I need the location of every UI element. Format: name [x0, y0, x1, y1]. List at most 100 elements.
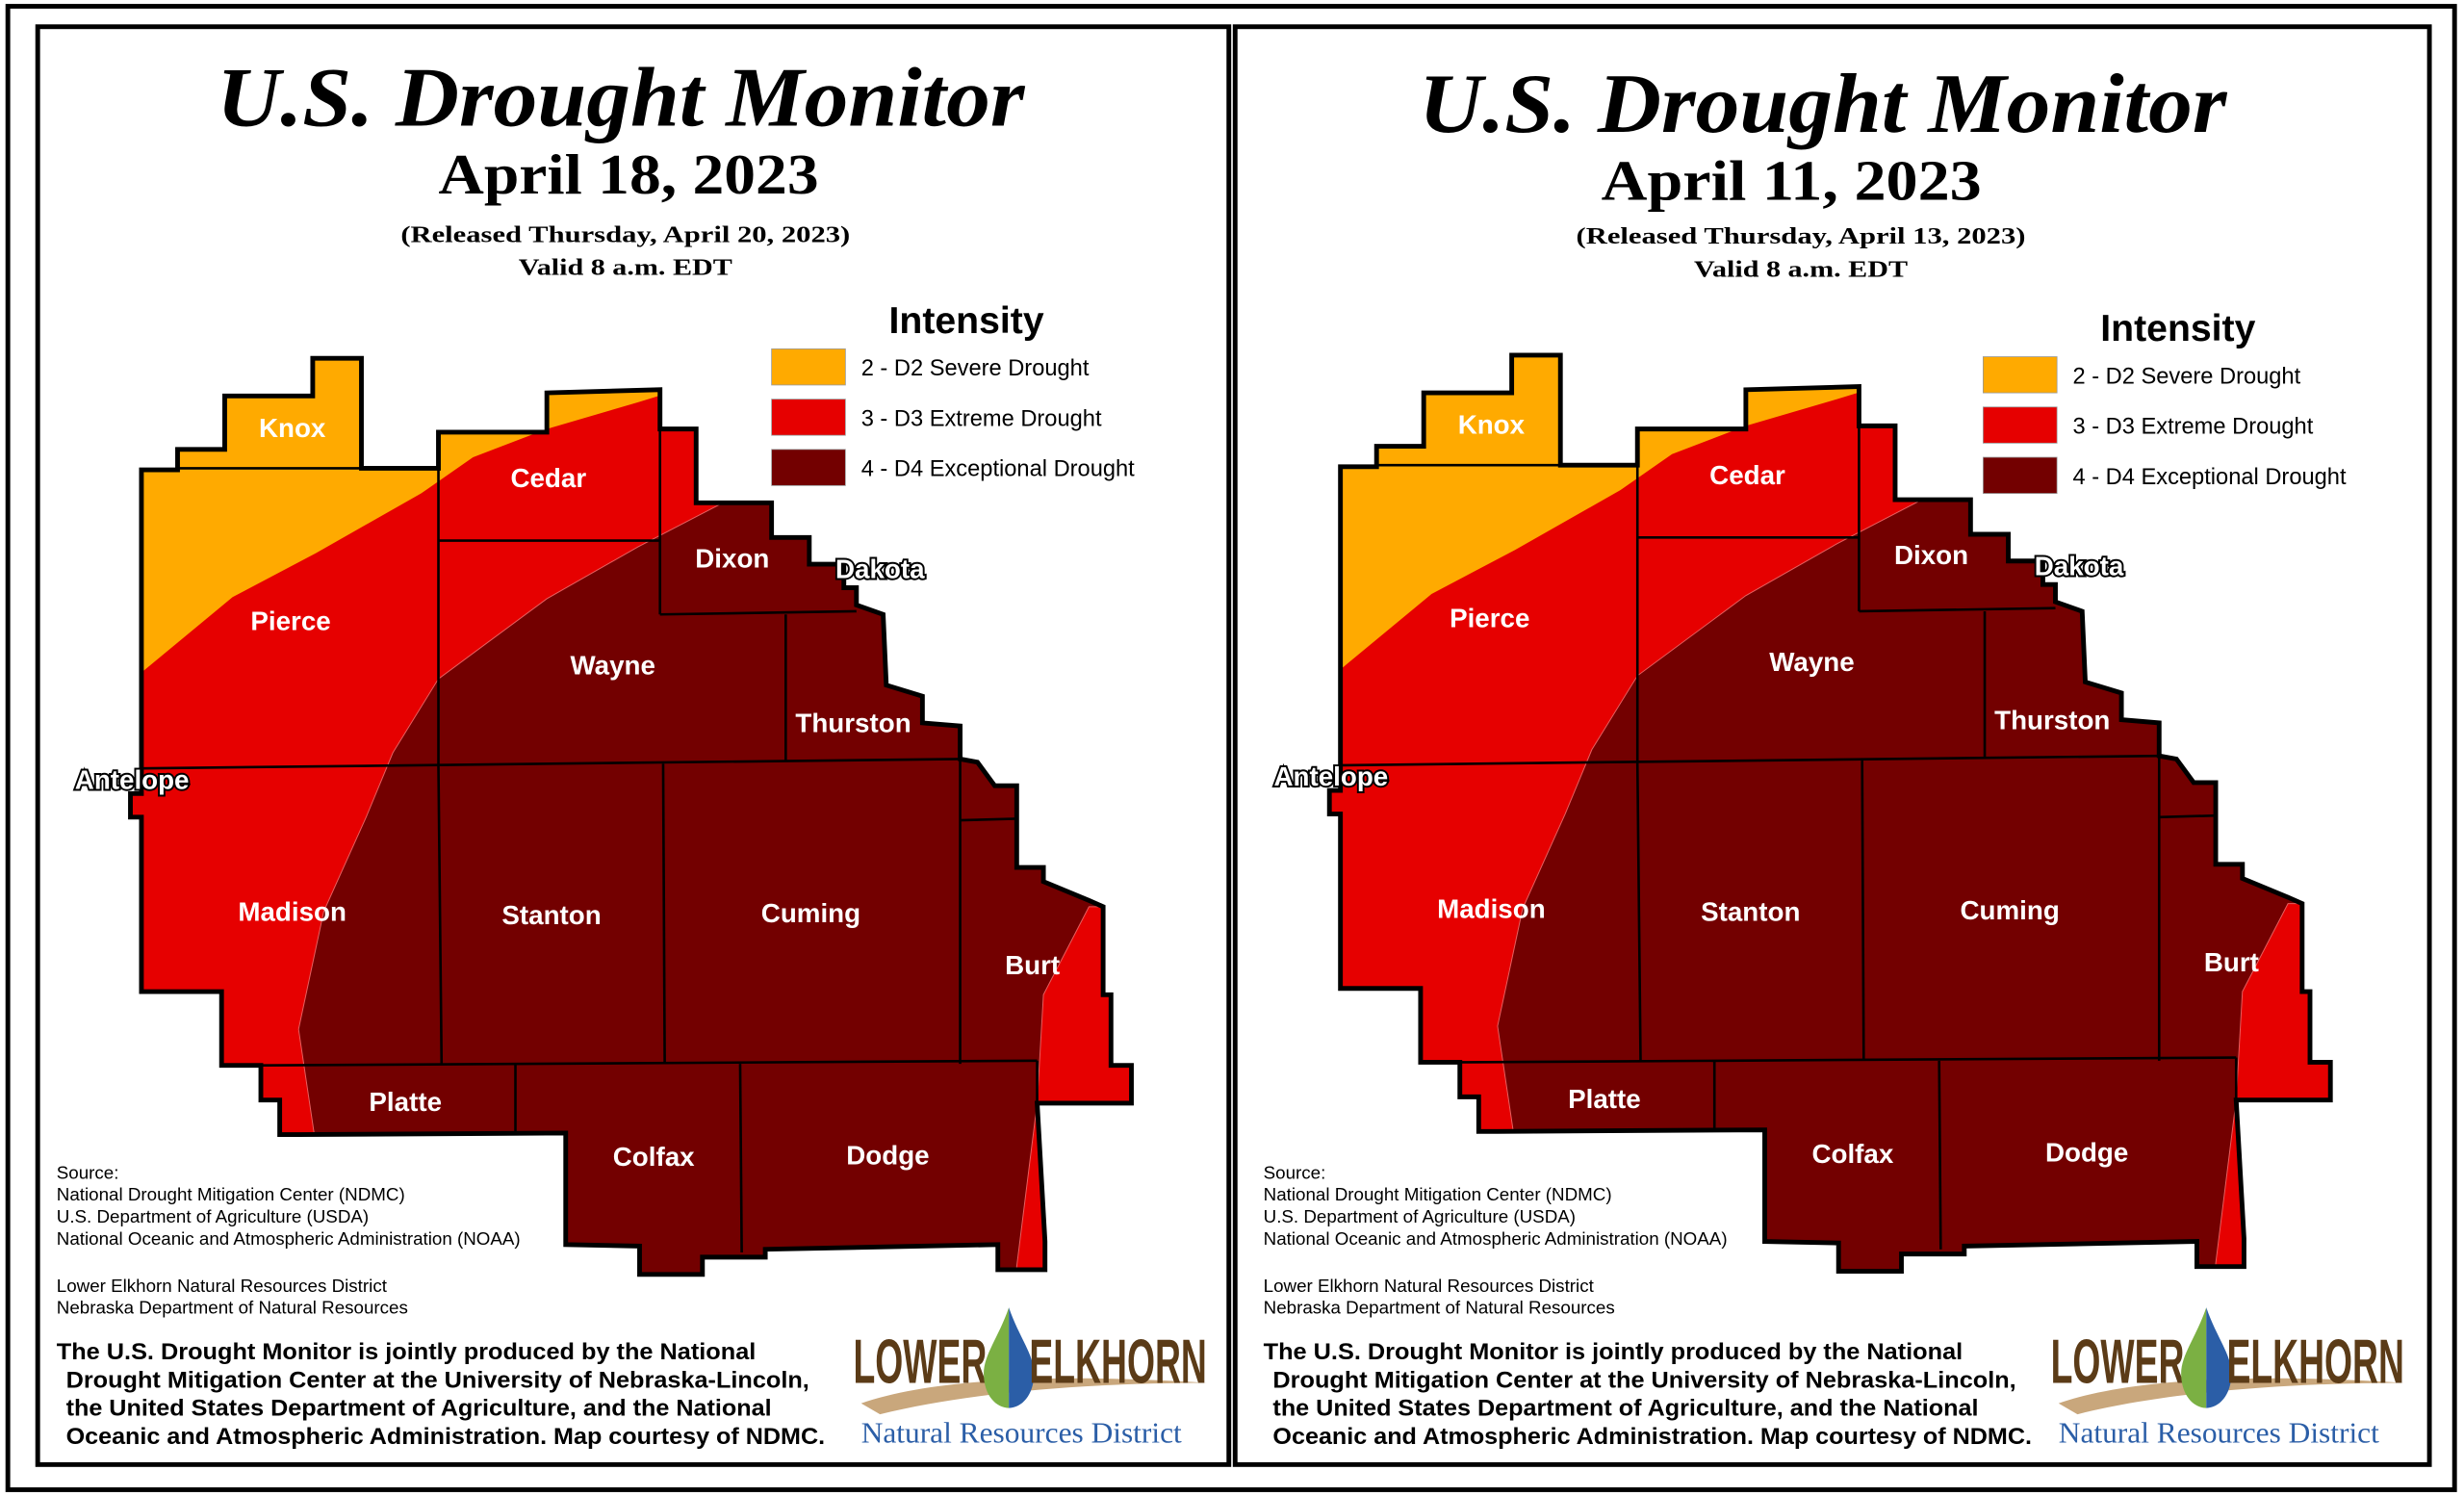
county-label-stanton: Stanton [501, 900, 601, 930]
county-label-cuming: Cuming [761, 898, 860, 928]
legend: Intensity 2 - D2 Severe Drought 3 - D3 Ext… [1983, 308, 2347, 494]
logo-subtitle: Natural Resources District [861, 1416, 1182, 1450]
county-boundary [1459, 1056, 2237, 1064]
county-label-dodge: Dodge [2045, 1137, 2128, 1167]
logo-drop-icon [2206, 1307, 2232, 1408]
legend-title: Intensity [889, 300, 1044, 342]
county-label-antelope: Antelope [1273, 761, 1388, 791]
source-line: National Drought Mitigation Center (NDMC… [57, 1184, 405, 1204]
source-line: U.S. Department of Agriculture (USDA) [1264, 1206, 1576, 1226]
county-label-dodge: Dodge [846, 1141, 929, 1171]
source-line: U.S. Department of Agriculture (USDA) [57, 1206, 369, 1226]
logo-word-lower: LOWER [2051, 1326, 2185, 1396]
county-boundary [141, 758, 961, 770]
map-date: April 18, 2023 [439, 143, 819, 206]
county-label-knox: Knox [259, 413, 326, 443]
legend-item-label: 2 - D2 Severe Drought [861, 356, 1090, 381]
credit-line: The U.S. Drought Monitor is jointly prod… [1264, 1339, 1964, 1365]
district-outline [1326, 352, 2333, 1275]
county-label-madison: Madison [1437, 893, 1546, 923]
county-boundary [1340, 754, 2160, 767]
county-boundary [1861, 761, 1865, 1061]
legend-item-label: 4 - D4 Exceptional Drought [861, 457, 1135, 482]
county-boundary [437, 468, 444, 1065]
county-label-colfax: Colfax [1811, 1139, 1893, 1169]
county-label-dixon: Dixon [1894, 540, 1968, 570]
county-label-antelope: Antelope [75, 764, 190, 794]
source-line: Lower Elkhorn Natural Resources District [57, 1276, 388, 1296]
county-label-colfax: Colfax [613, 1142, 695, 1172]
county-label-knox: Knox [1458, 410, 1526, 440]
legend-swatch [1983, 406, 2058, 444]
source-line: Nebraska Department of Natural Resources [57, 1298, 408, 1318]
release-date: (Released Thursday, April 13, 2023) [1577, 223, 2026, 249]
lower-elkhorn-logo: LOWER ELKHORN Natural Resources District [854, 1307, 1207, 1449]
county-label-madison: Madison [238, 897, 346, 927]
county-label-dixon: Dixon [695, 543, 769, 573]
logo-word-elkhorn: ELKHORN [1029, 1326, 1206, 1396]
county-boundary [738, 1064, 743, 1252]
county-label-burt: Burt [1005, 950, 1060, 980]
credit-line: Oceanic and Atmospheric Administration. … [1272, 1424, 2032, 1450]
source-line: Nebraska Department of Natural Resources [1264, 1298, 1615, 1318]
logo-leaf-icon [2181, 1307, 2207, 1408]
logo-swoosh [2058, 1378, 2404, 1415]
county-label-burt: Burt [2204, 947, 2259, 977]
county-boundary [2159, 813, 2217, 819]
source-line: National Oceanic and Atmospheric Adminis… [1264, 1228, 1728, 1249]
logo-word-lower: LOWER [854, 1326, 988, 1396]
lower-elkhorn-logo: LOWER ELKHORN Natural Resources District [2051, 1307, 2404, 1449]
county-label-cedar: Cedar [1709, 460, 1785, 490]
map-title: U.S. Drought Monitor [217, 51, 1025, 145]
logo-word-elkhorn: ELKHORN [2226, 1326, 2403, 1396]
source-line: National Drought Mitigation Center (NDMC… [1264, 1184, 1612, 1204]
county-label-thurston: Thurston [1994, 705, 2110, 735]
source-line: National Oceanic and Atmospheric Adminis… [57, 1228, 521, 1249]
valid-time: Valid 8 a.m. EDT [519, 255, 732, 281]
credit-line: Oceanic and Atmospheric Administration. … [66, 1424, 826, 1450]
map-title: U.S. Drought Monitor [1419, 57, 2227, 151]
county-boundary [659, 609, 857, 616]
district-outline [128, 355, 1134, 1277]
credit-line: Drought Mitigation Center at the Univers… [1272, 1367, 2015, 1393]
legend-swatch [771, 399, 846, 436]
county-boundary [1635, 465, 1642, 1061]
source-line: Lower Elkhorn Natural Resources District [1264, 1276, 1595, 1296]
legend-swatch [771, 348, 846, 386]
logo-drop-icon [1009, 1307, 1035, 1408]
legend-item-label: 3 - D3 Extreme Drought [861, 406, 1102, 431]
source-line: Source: [1264, 1162, 1326, 1182]
map-date: April 11, 2023 [1602, 149, 1982, 212]
legend-swatch [771, 449, 846, 486]
legend-item-label: 3 - D3 Extreme Drought [2072, 415, 2313, 440]
county-label-pierce: Pierce [250, 606, 330, 636]
county-label-dakota: Dakota [835, 555, 925, 584]
legend-swatch [1983, 356, 2058, 394]
legend: Intensity 2 - D2 Severe Drought 3 - D3 Ext… [771, 300, 1135, 486]
source-line: Source: [57, 1162, 119, 1182]
credit-line: the United States Department of Agricult… [1272, 1396, 1978, 1422]
legend-swatch [1983, 456, 2058, 494]
county-label-stanton: Stanton [1701, 897, 1800, 927]
county-label-pierce: Pierce [1450, 603, 1529, 632]
county-boundary [960, 817, 1017, 822]
valid-time: Valid 8 a.m. EDT [1694, 256, 1908, 282]
county-label-cedar: Cedar [510, 463, 586, 493]
county-boundary [1938, 1060, 1942, 1250]
county-label-dakota: Dakota [2035, 551, 2124, 580]
credit-line: The U.S. Drought Monitor is jointly prod… [57, 1339, 757, 1365]
logo-subtitle: Natural Resources District [2059, 1416, 2379, 1450]
legend-item-label: 4 - D4 Exceptional Drought [2072, 465, 2346, 490]
county-label-platte: Platte [1568, 1084, 1641, 1114]
county-label-thurston: Thurston [795, 709, 911, 738]
county-label-cuming: Cuming [1961, 895, 2060, 925]
county-boundary [661, 763, 666, 1065]
legend-item-label: 2 - D2 Severe Drought [2072, 364, 2300, 389]
legend-title: Intensity [2100, 308, 2255, 349]
credit-line: the United States Department of Agricult… [66, 1396, 772, 1422]
credit-line: Drought Mitigation Center at the Univers… [66, 1367, 809, 1393]
logo-leaf-icon [984, 1307, 1010, 1408]
release-date: (Released Thursday, April 20, 2023) [400, 221, 850, 247]
county-label-wayne: Wayne [571, 650, 655, 680]
